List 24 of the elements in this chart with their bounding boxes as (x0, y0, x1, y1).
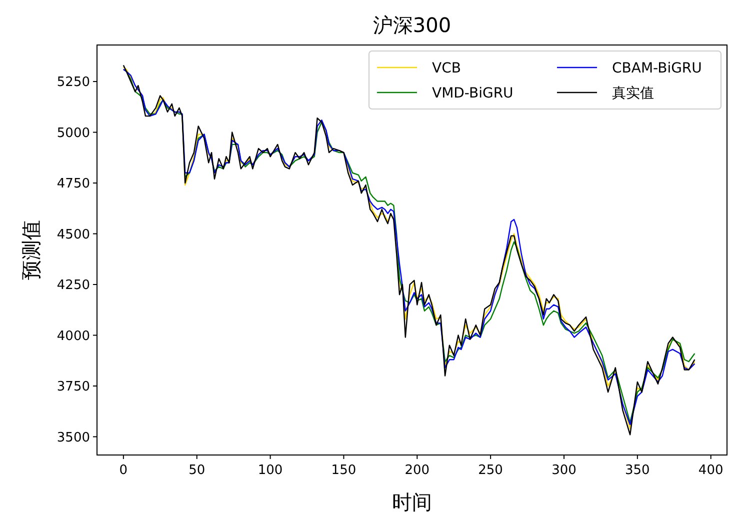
y-tick-label: 5250 (56, 75, 90, 90)
legend-label: VMD-BiGRU (432, 85, 514, 102)
x-tick-label: 250 (478, 463, 503, 478)
y-tick-label: 5000 (56, 126, 90, 141)
y-axis-title: 预测值 (19, 220, 43, 280)
legend-label: 真实值 (612, 85, 654, 102)
x-tick-label: 350 (625, 463, 650, 478)
y-tick-label: 3500 (56, 430, 90, 446)
x-tick-label: 200 (404, 463, 430, 478)
y-tick-label: 4000 (56, 328, 90, 344)
legend-label: CBAM-BiGRU (612, 60, 702, 76)
legend-label: VCB (432, 60, 461, 76)
x-tick-label: 100 (258, 463, 283, 478)
y-tick-label: 3750 (56, 380, 90, 395)
chart-title: 沪深300 (372, 13, 452, 37)
x-tick-label: 50 (188, 463, 206, 478)
x-tick-label: 400 (698, 463, 724, 478)
y-tick-label: 4750 (56, 176, 90, 192)
x-tick-label: 150 (331, 463, 356, 478)
y-tick-label: 4250 (56, 278, 90, 294)
y-tick-label: 4500 (56, 227, 90, 242)
x-axis-title: 时间 (392, 490, 432, 514)
x-tick-label: 300 (552, 463, 576, 478)
x-tick-label: 0 (119, 463, 128, 478)
